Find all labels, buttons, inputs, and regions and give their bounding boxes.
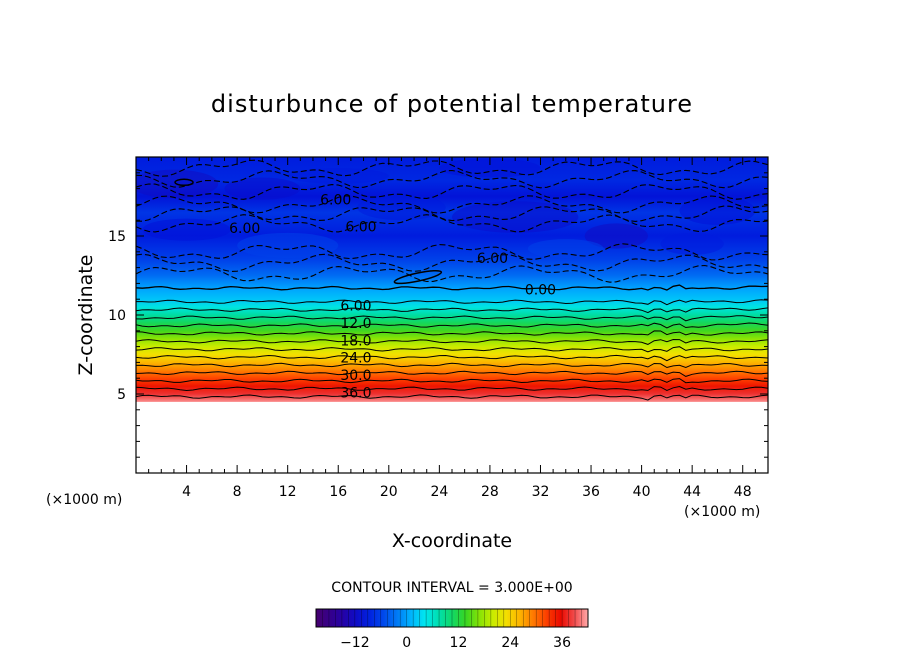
colorbar-segments <box>322 609 582 627</box>
contour-label: 6.00 <box>340 299 371 315</box>
x-tick-label: 44 <box>683 484 701 500</box>
contour-line-negative <box>136 183 768 200</box>
colorbar-tick-label: 12 <box>450 635 468 651</box>
x-tick-label: 40 <box>633 484 651 500</box>
y-axis-label: Z-coordinate <box>75 255 97 376</box>
contour-line-negative <box>136 214 768 233</box>
contour-lines <box>136 159 768 401</box>
contour-line <box>136 338 768 345</box>
field-fill <box>136 157 768 402</box>
field-patch <box>224 177 301 200</box>
contour-line <box>136 362 768 369</box>
chart-title: disturbunce of potential temperature <box>211 90 693 118</box>
contour-line <box>136 284 768 291</box>
contour-label: 6.00 <box>320 193 351 209</box>
y-tick-label: 15 <box>108 229 126 245</box>
contour-label: 12.0 <box>340 316 371 332</box>
x-axis-label: X-coordinate <box>392 530 512 552</box>
contour-line-closed <box>174 178 194 187</box>
contour-line-negative <box>136 195 768 214</box>
field-patch <box>584 223 648 249</box>
contour-label: 6.00 <box>345 220 376 236</box>
plot-area: 6.006.00 6.006.000.006.0012.018.024.030.0… <box>108 156 769 500</box>
contour-line <box>136 315 768 322</box>
contour-label: 18.0 <box>340 333 371 349</box>
x-tick-label: 36 <box>582 484 600 500</box>
colorbar-frame <box>315 608 589 628</box>
colorbar-tick-label: 36 <box>553 635 571 651</box>
contour-label: 36.0 <box>340 385 371 401</box>
contour-label: 24.0 <box>340 351 371 367</box>
contour-label: 6.00 <box>477 251 508 267</box>
contour-line-negative <box>136 159 768 177</box>
colorbar-tick-label: 24 <box>501 635 519 651</box>
contour-line <box>136 385 768 392</box>
contour-line <box>136 378 768 384</box>
contour-line-negative <box>136 264 768 283</box>
contour-line-negative <box>136 253 768 273</box>
upper-patches <box>136 158 756 259</box>
x-unit-right: (×1000 m) <box>684 504 760 520</box>
colorbar-ticks: −12 0 12 24 36 <box>340 635 571 651</box>
field-patch <box>237 232 339 259</box>
contour-interval: CONTOUR INTERVAL = 3.000E+00 <box>331 580 572 596</box>
y-tick-label: 10 <box>108 308 126 324</box>
contour-line <box>136 354 768 362</box>
x-tick-label: 32 <box>532 484 550 500</box>
x-tick-label: 48 <box>734 484 752 500</box>
contour-label: 6.00 <box>229 221 260 237</box>
contour-line-negative <box>136 243 768 261</box>
x-unit-left: (×1000 m) <box>46 492 122 508</box>
x-tick-label: 8 <box>233 484 242 500</box>
contour-line-closed <box>393 269 443 285</box>
contour-line <box>136 299 768 306</box>
colorbar: −12 0 12 24 36 <box>315 608 589 651</box>
x-tick-label: 28 <box>481 484 499 500</box>
y-tick-label: 5 <box>117 387 126 403</box>
colorbar-tick-label: 0 <box>402 635 411 651</box>
contour-labels: 6.006.00 6.006.000.006.0012.018.024.030.0… <box>229 193 556 402</box>
x-tick-label: 12 <box>279 484 297 500</box>
colorbar-tick-label: −12 <box>340 635 370 651</box>
field-patch <box>679 196 756 225</box>
field-patch <box>357 194 446 221</box>
field-patch <box>142 218 231 241</box>
x-tick-label: 4 <box>182 484 191 500</box>
x-tick-label: 20 <box>380 484 398 500</box>
contour-line-negative <box>136 169 768 189</box>
field-patch <box>660 232 724 255</box>
x-tick-label: 24 <box>430 484 448 500</box>
contour-line <box>136 307 768 314</box>
field-patch <box>527 239 604 259</box>
field-patch <box>287 168 389 184</box>
contour-line <box>136 394 768 401</box>
x-tick-label: 16 <box>329 484 347 500</box>
contour-line <box>136 346 768 353</box>
contour-line <box>136 330 768 336</box>
contour-label: 30.0 <box>340 368 371 384</box>
contour-line <box>136 322 768 329</box>
contour-line <box>136 370 768 377</box>
contour-label: 0.00 <box>525 283 556 299</box>
